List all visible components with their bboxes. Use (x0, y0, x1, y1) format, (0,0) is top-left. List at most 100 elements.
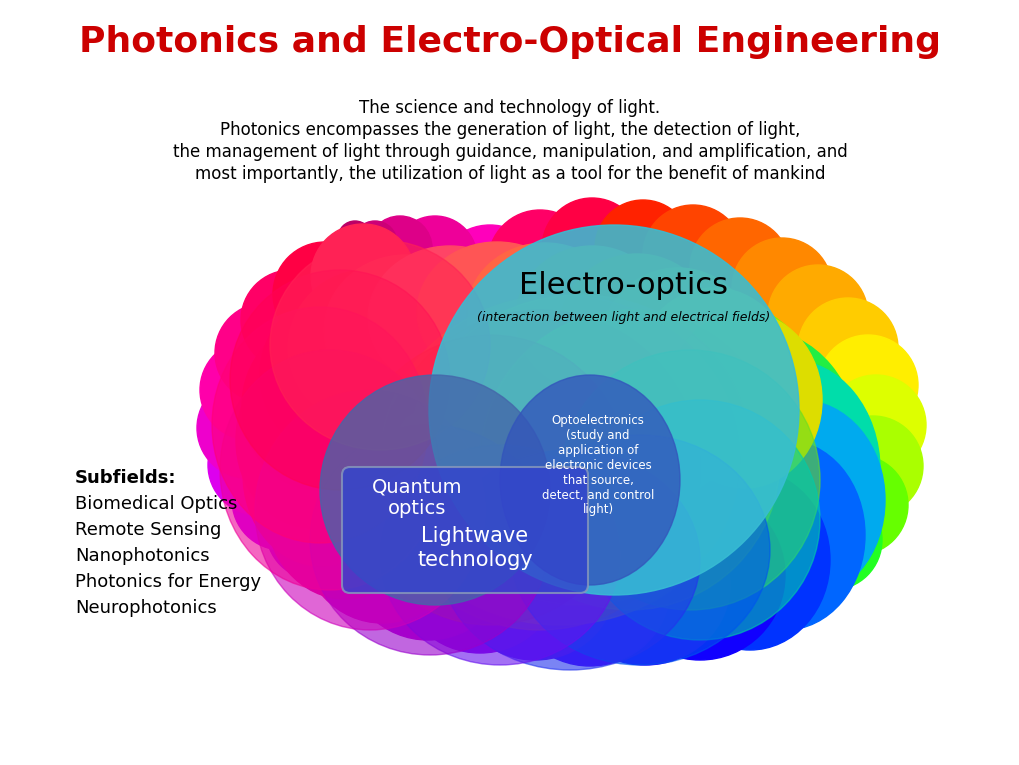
Ellipse shape (467, 243, 623, 383)
Circle shape (807, 455, 907, 555)
Ellipse shape (350, 335, 630, 625)
Ellipse shape (510, 435, 769, 665)
Circle shape (642, 205, 742, 305)
Circle shape (311, 224, 415, 328)
Text: Quantum
optics: Quantum optics (371, 477, 462, 519)
Ellipse shape (399, 497, 559, 653)
Circle shape (732, 238, 832, 338)
Ellipse shape (229, 270, 449, 490)
Ellipse shape (580, 400, 819, 640)
Circle shape (434, 225, 544, 335)
Ellipse shape (287, 270, 447, 426)
Circle shape (429, 225, 798, 595)
Circle shape (320, 375, 549, 605)
Ellipse shape (480, 265, 759, 545)
Ellipse shape (270, 240, 489, 450)
Ellipse shape (665, 312, 821, 488)
Text: Optoelectronics
(study and
application of
electronic devices
that source,
detect: Optoelectronics (study and application o… (541, 414, 653, 516)
Circle shape (392, 216, 477, 300)
Circle shape (609, 550, 709, 650)
Circle shape (197, 378, 297, 478)
Circle shape (659, 545, 759, 645)
Text: Remote Sensing: Remote Sensing (75, 521, 221, 539)
Circle shape (353, 221, 396, 265)
FancyBboxPatch shape (341, 467, 587, 593)
Ellipse shape (212, 307, 428, 543)
Circle shape (401, 540, 501, 640)
Ellipse shape (659, 330, 859, 570)
Circle shape (352, 526, 451, 626)
Text: Biomedical Optics: Biomedical Optics (75, 495, 237, 513)
Text: The science and technology of light.: The science and technology of light. (359, 99, 660, 117)
Circle shape (505, 551, 605, 651)
Ellipse shape (559, 350, 819, 610)
Circle shape (306, 506, 406, 606)
Text: most importantly, the utilization of light as a tool for the benefit of mankind: most importantly, the utilization of lig… (195, 165, 824, 183)
Circle shape (266, 480, 366, 580)
Ellipse shape (558, 254, 714, 406)
Circle shape (825, 375, 925, 475)
Circle shape (231, 450, 331, 550)
Circle shape (822, 416, 922, 516)
Ellipse shape (310, 425, 549, 655)
Ellipse shape (368, 246, 532, 390)
Text: (interaction between light and electrical fields): (interaction between light and electrica… (477, 311, 770, 324)
Ellipse shape (235, 352, 387, 528)
Ellipse shape (300, 447, 464, 623)
Ellipse shape (345, 476, 510, 640)
Ellipse shape (439, 450, 699, 670)
Ellipse shape (516, 246, 667, 390)
Ellipse shape (324, 255, 487, 405)
Circle shape (541, 198, 641, 298)
Text: Neurophotonics: Neurophotonics (75, 599, 217, 617)
Ellipse shape (499, 375, 680, 585)
Ellipse shape (399, 265, 719, 575)
Ellipse shape (380, 310, 699, 630)
Text: Electro-optics: Electro-optics (519, 271, 728, 300)
Ellipse shape (609, 300, 829, 560)
Ellipse shape (255, 390, 484, 630)
Circle shape (782, 490, 881, 590)
Circle shape (453, 548, 553, 648)
Ellipse shape (549, 275, 790, 555)
Circle shape (215, 303, 315, 403)
Ellipse shape (599, 268, 755, 428)
Ellipse shape (260, 293, 416, 457)
Ellipse shape (380, 295, 739, 625)
Ellipse shape (380, 445, 620, 665)
Ellipse shape (559, 505, 730, 665)
Circle shape (368, 216, 432, 280)
Ellipse shape (714, 400, 884, 600)
Ellipse shape (699, 360, 879, 580)
Ellipse shape (480, 310, 780, 610)
Ellipse shape (704, 440, 864, 630)
Ellipse shape (265, 415, 425, 599)
Circle shape (817, 335, 917, 435)
Text: Photonics encompasses the generation of light, the detection of light,: Photonics encompasses the generation of … (220, 121, 799, 139)
Ellipse shape (636, 288, 791, 456)
Circle shape (594, 200, 690, 296)
Circle shape (706, 535, 806, 635)
Text: Photonics and Electro-Optical Engineering: Photonics and Electro-Optical Engineerin… (78, 25, 941, 59)
Ellipse shape (220, 350, 439, 590)
Circle shape (200, 340, 300, 440)
Ellipse shape (669, 470, 829, 650)
Circle shape (557, 552, 657, 652)
Text: Subfields:: Subfields: (75, 469, 176, 487)
Circle shape (337, 221, 372, 255)
Circle shape (767, 265, 867, 365)
Ellipse shape (417, 242, 577, 382)
Text: the management of light through guidance, manipulation, and amplification, and: the management of light through guidance… (172, 143, 847, 161)
Circle shape (273, 242, 377, 346)
Ellipse shape (410, 295, 749, 605)
Ellipse shape (454, 510, 614, 660)
Text: Photonics for Energy: Photonics for Energy (75, 573, 261, 591)
Ellipse shape (614, 490, 785, 660)
Ellipse shape (243, 382, 398, 566)
Ellipse shape (242, 322, 393, 490)
Circle shape (240, 270, 340, 370)
Text: Lightwave
technology: Lightwave technology (417, 526, 532, 570)
Circle shape (747, 516, 847, 616)
Circle shape (797, 298, 897, 398)
Circle shape (689, 218, 790, 318)
